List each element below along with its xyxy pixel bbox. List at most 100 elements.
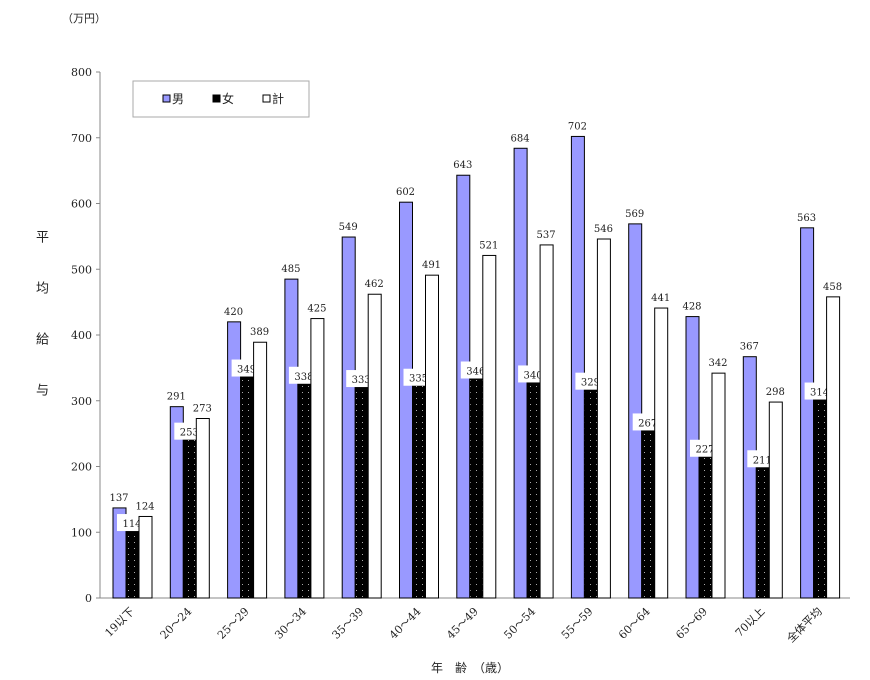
bar-男 [628,223,643,599]
data-label: 114 [122,519,141,530]
y-tick-label: 400 [71,329,92,342]
data-label: 549 [339,222,358,233]
bar-計 [425,274,439,599]
y-tick-label: 0 [85,592,92,605]
data-label: 367 [740,342,759,353]
bar-計 [482,254,497,599]
bar-計 [367,293,382,599]
data-label: 602 [396,187,415,198]
data-label: 273 [193,404,212,415]
bar-女 [755,458,770,599]
data-label: 342 [708,358,727,369]
bar-女 [412,377,426,599]
data-label: 335 [409,374,428,385]
bar-計 [310,318,325,599]
bar-計 [711,372,726,599]
bar-女 [297,375,312,599]
data-label: 702 [568,121,587,132]
bar-計 [826,296,841,599]
bar-男 [742,356,757,599]
data-label: 537 [537,230,556,241]
legend-swatch [262,94,271,103]
bar-女 [354,378,369,599]
x-tick-label: 19以下 [102,605,137,640]
bar-女 [125,522,140,599]
bar-男 [570,135,585,599]
bar-女 [698,448,713,599]
y-tick-label: 100 [71,526,92,539]
x-tick-label: 60～64 [616,605,653,642]
bar-女 [583,381,598,599]
x-tick-label: 40～44 [387,605,424,642]
data-label: 546 [594,224,613,235]
x-tick-label: 30～34 [272,605,309,642]
data-label: 314 [810,388,829,399]
data-label: 333 [352,375,371,386]
bar-女 [526,373,541,599]
data-label: 458 [823,282,842,293]
bar-男 [399,201,413,599]
data-label: 521 [479,240,498,251]
data-label: 329 [581,378,600,389]
y-tick-label: 700 [71,132,92,145]
data-label: 643 [453,160,472,171]
data-label: 569 [625,209,644,220]
bar-女 [641,421,656,599]
x-tick-label: 20～24 [158,605,195,642]
data-label: 425 [307,304,326,315]
x-tick-label: 50～54 [501,605,538,642]
bar-男 [341,236,356,599]
bar-計 [138,515,153,599]
data-label: 137 [109,493,128,504]
x-tick-label: 45～49 [444,605,481,642]
data-label: 298 [766,387,785,398]
bar-計 [654,307,669,599]
x-axis-label: 年 齢 （歳） [431,660,509,675]
bar-計 [253,341,268,599]
bar-女 [182,431,197,599]
data-label: 211 [753,455,772,466]
data-label: 563 [797,213,816,224]
y-axis-label: 平均給与 [33,230,48,434]
data-label: 485 [281,264,300,275]
data-label: 389 [250,327,269,338]
data-label: 338 [294,372,313,383]
bar-計 [596,238,611,599]
legend [132,80,310,118]
data-label: 428 [682,302,701,313]
bar-女 [813,391,828,599]
data-label: 462 [365,279,384,290]
bar-男 [284,278,299,599]
y-tick-label: 300 [71,395,92,408]
data-label: 124 [135,501,154,512]
legend-label: 計 [272,91,284,106]
data-label: 420 [224,307,243,318]
legend-label: 男 [172,92,184,106]
data-label: 346 [466,367,485,378]
bar-男 [685,316,700,599]
y-tick-label: 200 [71,461,92,474]
x-tick-label: 55～59 [559,605,596,642]
data-label: 441 [651,293,670,304]
unit-label: （万円） [62,12,106,25]
x-tick-label: 25～29 [215,605,252,642]
data-label: 349 [237,365,256,376]
y-tick-label: 600 [71,198,92,211]
x-tick-label: 70以上 [733,605,768,640]
legend-label: 女 [222,91,234,106]
data-label: 684 [511,133,530,144]
x-tick-label: 65～69 [673,605,710,642]
bar-計 [768,401,783,599]
bar-女 [469,370,484,599]
legend-swatch [162,94,171,103]
x-tick-label: 35～39 [330,605,367,642]
bar-男 [800,227,815,599]
data-label: 291 [167,392,186,403]
y-tick-label: 800 [71,66,92,79]
bar-計 [539,244,554,599]
data-label: 491 [422,260,441,271]
legend-swatch [212,94,221,103]
data-label: 267 [638,418,657,429]
x-tick-label: 全体平均 [784,604,825,645]
